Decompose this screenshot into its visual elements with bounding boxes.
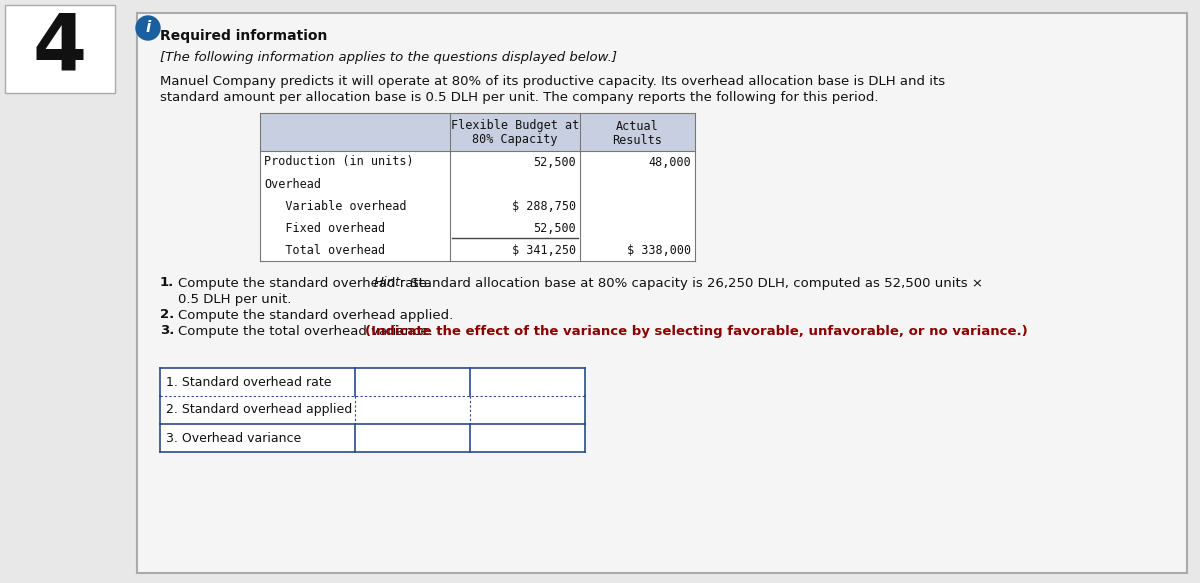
- Text: Variable overhead: Variable overhead: [264, 199, 407, 212]
- Text: Compute the standard overhead applied.: Compute the standard overhead applied.: [178, 308, 454, 321]
- Text: Total overhead: Total overhead: [264, 244, 385, 257]
- Bar: [260, 217, 695, 239]
- Text: Compute the standard overhead rate.: Compute the standard overhead rate.: [178, 276, 436, 290]
- Text: 1. Standard overhead rate: 1. Standard overhead rate: [166, 375, 331, 388]
- Text: Standard allocation base at 80% capacity is 26,250 DLH, computed as 52,500 units: Standard allocation base at 80% capacity…: [406, 276, 983, 290]
- Bar: [260, 195, 695, 217]
- Text: 80% Capacity: 80% Capacity: [473, 134, 558, 146]
- Text: 3. Overhead variance: 3. Overhead variance: [166, 431, 301, 444]
- Text: (Indicate the effect of the variance by selecting favorable, unfavorable, or no : (Indicate the effect of the variance by …: [365, 325, 1027, 338]
- Bar: [160, 424, 586, 452]
- Text: standard amount per allocation base is 0.5 DLH per unit. The company reports the: standard amount per allocation base is 0…: [160, 90, 878, 104]
- Text: i: i: [145, 20, 151, 36]
- Bar: [160, 368, 586, 396]
- Text: Fixed overhead: Fixed overhead: [264, 222, 385, 234]
- Text: 4: 4: [32, 9, 88, 85]
- Text: $ 288,750: $ 288,750: [512, 199, 576, 212]
- Text: 52,500: 52,500: [533, 222, 576, 234]
- Text: 48,000: 48,000: [648, 156, 691, 168]
- Text: Results: Results: [612, 134, 662, 146]
- FancyBboxPatch shape: [137, 13, 1187, 573]
- Text: $ 338,000: $ 338,000: [626, 244, 691, 257]
- Text: Required information: Required information: [160, 29, 328, 43]
- Bar: [260, 151, 695, 173]
- Bar: [260, 173, 695, 195]
- Circle shape: [136, 16, 160, 40]
- Text: [The following information applies to the questions displayed below.]: [The following information applies to th…: [160, 51, 617, 64]
- Text: Manuel Company predicts it will operate at 80% of its productive capacity. Its o: Manuel Company predicts it will operate …: [160, 76, 946, 89]
- Text: 2.: 2.: [160, 308, 174, 321]
- FancyBboxPatch shape: [5, 5, 115, 93]
- Text: Compute the total overhead variance.: Compute the total overhead variance.: [178, 325, 437, 338]
- Text: 52,500: 52,500: [533, 156, 576, 168]
- Text: 0.5 DLH per unit.: 0.5 DLH per unit.: [178, 293, 292, 305]
- Bar: [160, 396, 586, 424]
- Text: 1.: 1.: [160, 276, 174, 290]
- Bar: [260, 113, 695, 151]
- Text: Production (in units): Production (in units): [264, 156, 414, 168]
- Text: 3.: 3.: [160, 325, 174, 338]
- Text: 2. Standard overhead applied: 2. Standard overhead applied: [166, 403, 353, 416]
- Text: $ 341,250: $ 341,250: [512, 244, 576, 257]
- Text: Overhead: Overhead: [264, 177, 322, 191]
- Bar: [260, 239, 695, 261]
- Text: Flexible Budget at: Flexible Budget at: [451, 120, 580, 132]
- Text: Hint:: Hint:: [374, 276, 406, 290]
- Text: Actual: Actual: [616, 120, 659, 132]
